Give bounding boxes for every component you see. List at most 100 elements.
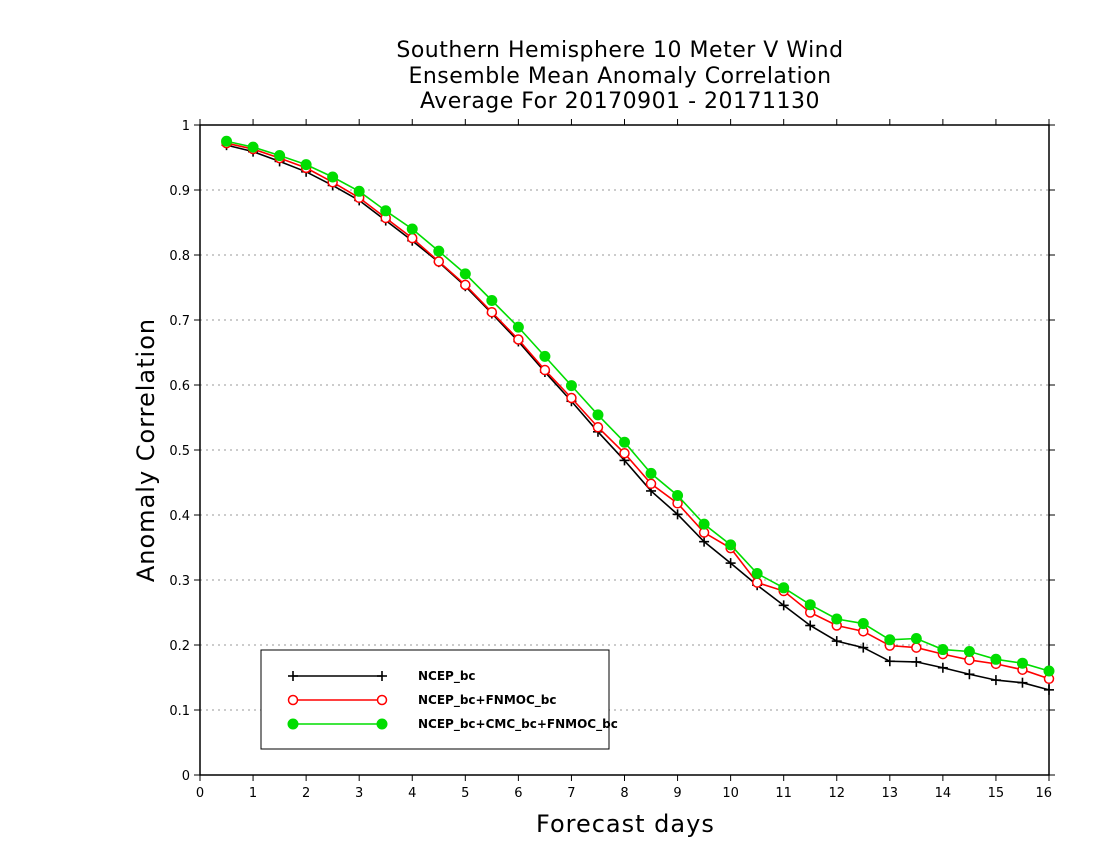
x-tick-label-14: 14 — [935, 786, 952, 801]
series-0-point-17 — [672, 509, 683, 520]
legend-marker-start-2 — [287, 718, 299, 730]
series-1-point-9 — [460, 279, 471, 291]
series-2-point-24 — [857, 618, 869, 630]
series-2-point-8 — [433, 245, 445, 257]
series-2-point-20 — [751, 568, 763, 579]
y-tick-label-4: 0.4 — [169, 509, 190, 524]
series-0-point-21 — [778, 600, 789, 611]
series-0-point-19 — [725, 558, 736, 569]
y-tick-label-9: 0.9 — [169, 184, 190, 199]
x-tick-label-10: 10 — [722, 786, 739, 801]
chart-title-line-1: Southern Hemisphere 10 Meter V Wind — [396, 38, 844, 63]
y-tick-label-3: 0.3 — [169, 574, 190, 589]
series-2-point-4 — [327, 171, 339, 183]
y-tick-label-2: 0.2 — [169, 639, 190, 654]
x-tick-label-9: 9 — [673, 786, 681, 801]
series-0-point-30 — [1017, 677, 1028, 688]
series-2-point-30 — [1016, 657, 1028, 669]
series-2-point-19 — [725, 539, 737, 551]
series-1-point-11 — [513, 334, 524, 345]
y-tick-label-0: 0 — [182, 769, 190, 784]
chart-title-line-3: Average For 20170901 - 20171130 — [419, 89, 821, 114]
x-tick-label-3: 3 — [355, 786, 363, 801]
x-tick-label-6: 6 — [514, 786, 522, 801]
legend-marker-end-2 — [376, 718, 388, 730]
series-1-point-13 — [566, 392, 577, 404]
series-2-point-22 — [804, 599, 816, 611]
series-2-point-11 — [512, 321, 524, 333]
series-0-point-28 — [964, 669, 975, 680]
series-2-point-17 — [672, 490, 684, 501]
x-tick-label-11: 11 — [775, 786, 792, 801]
series-2-point-23 — [831, 613, 843, 625]
legend: NCEP_bc NCEP_bc+FNMOC_bc NCEP_bc+CMC_bc+FN… — [260, 649, 618, 750]
series-2-point-7 — [406, 223, 418, 235]
series-0-point-23 — [831, 636, 842, 647]
series-0-point-18 — [699, 536, 710, 547]
series-0-point-24 — [858, 642, 869, 653]
y-axis-title: Anomaly Correlation — [132, 317, 160, 583]
series-2-point-12 — [539, 350, 551, 362]
series-2-point-1 — [247, 141, 259, 153]
x-tick-label-4: 4 — [408, 786, 416, 801]
series-2-point-6 — [380, 205, 392, 217]
x-tick-label-12: 12 — [828, 786, 845, 801]
series-0-point-29 — [990, 675, 1001, 686]
series-2-point-15 — [619, 436, 630, 448]
series-0-point-31 — [1044, 684, 1054, 695]
series-line-1 — [226, 142, 1050, 680]
series-2-point-0 — [221, 135, 233, 147]
series-2-point-9 — [459, 268, 471, 280]
x-tick-label-13: 13 — [882, 786, 899, 801]
legend-label-0: NCEP_bc — [418, 669, 476, 684]
series-2 — [221, 135, 1055, 677]
series-2-point-21 — [778, 582, 790, 594]
x-tick-label-7: 7 — [567, 786, 575, 801]
x-axis-title: Forecast days — [536, 810, 715, 838]
legend-marker-end-1 — [376, 694, 388, 706]
x-tick-label-0: 0 — [196, 786, 204, 801]
series-2-point-13 — [565, 380, 577, 392]
y-tick-label-7: 0.7 — [169, 314, 190, 329]
series-2-point-26 — [910, 633, 922, 644]
series-2-point-16 — [645, 467, 657, 479]
chart-title-line-2: Ensemble Mean Anomaly Correlation — [408, 64, 832, 89]
y-tick-label-5: 0.5 — [169, 444, 190, 459]
series-1-point-8 — [433, 256, 445, 267]
series-0 — [221, 140, 1054, 695]
legend-label-1: NCEP_bc+FNMOC_bc — [418, 693, 557, 708]
series-2-point-2 — [274, 150, 286, 162]
series-2-point-27 — [937, 644, 949, 656]
legend-marker-end-0 — [377, 671, 387, 681]
series-1 — [221, 137, 1055, 685]
y-tick-label-10: 1 — [182, 119, 190, 134]
y-tick-label-6: 0.6 — [169, 379, 190, 394]
series-1-point-12 — [539, 364, 551, 376]
series-0-point-26 — [911, 656, 922, 667]
series-2-point-28 — [963, 646, 975, 657]
series-1-point-20 — [751, 577, 763, 588]
series-2-point-29 — [990, 653, 1002, 665]
series-1-point-14 — [592, 422, 604, 433]
x-tick-label-1: 1 — [249, 786, 257, 801]
series-2-point-31 — [1043, 665, 1055, 677]
series-2-point-18 — [698, 518, 710, 530]
series-1-point-10 — [486, 306, 498, 318]
series-1-point-15 — [619, 448, 630, 459]
legend-marker-start-1 — [287, 694, 299, 706]
series-1-point-26 — [911, 642, 922, 653]
series-0-point-25 — [884, 656, 895, 667]
y-tick-label-1: 0.1 — [169, 704, 190, 719]
series-0-point-27 — [937, 662, 948, 673]
series-1-point-16 — [645, 478, 657, 490]
legend-label-2: NCEP_bc+CMC_bc+FNMOC_bc — [418, 717, 618, 732]
series-2-point-14 — [592, 409, 604, 421]
series-2-point-3 — [300, 159, 312, 171]
series-line-2 — [226, 140, 1050, 672]
series-line-0 — [226, 144, 1050, 691]
x-tick-label-15: 15 — [988, 786, 1005, 801]
x-tick-label-2: 2 — [302, 786, 310, 801]
x-tick-label-5: 5 — [461, 786, 469, 801]
series-0-point-22 — [805, 620, 816, 631]
